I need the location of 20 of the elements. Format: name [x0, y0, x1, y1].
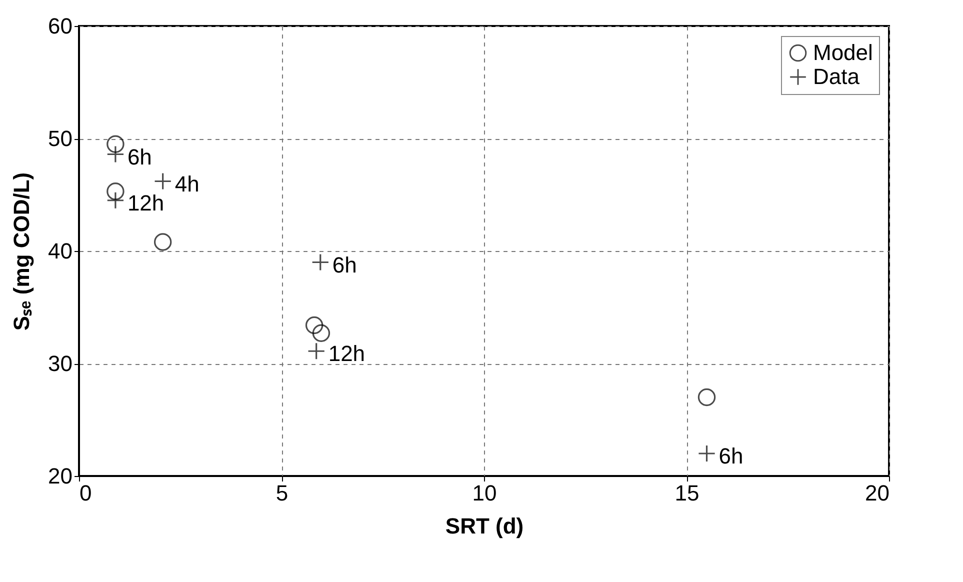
- annotation: 6h: [332, 252, 357, 278]
- x-tick-label: 0: [80, 480, 92, 506]
- x-tick-label: 10: [472, 480, 497, 506]
- legend-label: Model: [813, 40, 873, 65]
- y-axis-title: Sₛₑ (mg COD/L): [9, 172, 34, 331]
- y-tick-label: 20: [48, 464, 72, 488]
- y-tick-label: 30: [48, 351, 72, 376]
- x-tick-label: 15: [674, 480, 700, 506]
- annotation: 12h: [328, 341, 366, 366]
- x-tick-label: 20: [865, 480, 890, 506]
- annotation: 6h: [127, 144, 152, 170]
- annotation: 6h: [718, 444, 744, 468]
- annotation: 12h: [127, 190, 164, 216]
- x-tick-label: 5: [276, 480, 288, 506]
- y-tick-label: 40: [48, 238, 72, 264]
- annotation: 4h: [174, 171, 200, 196]
- y-tick-label: 50: [48, 126, 72, 151]
- x-axis-title: SRT (d): [445, 514, 524, 538]
- legend-label: Data: [813, 64, 860, 89]
- y-tick-label: 60: [48, 14, 72, 38]
